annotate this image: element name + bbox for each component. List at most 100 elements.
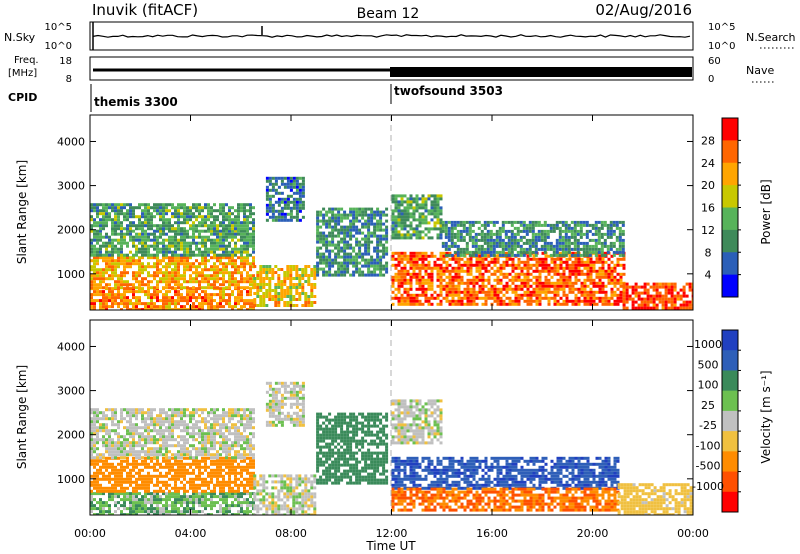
power-cell: [108, 274, 111, 278]
date-title: 02/Aug/2016: [595, 1, 692, 19]
power-cell: [210, 215, 213, 219]
power-cell: [478, 290, 482, 294]
power-cell: [415, 194, 419, 198]
power-cell: [243, 218, 246, 222]
power-cell: [189, 262, 192, 266]
power-cell: [508, 287, 512, 291]
velocity-cell: [174, 510, 177, 514]
velocity-cell: [177, 510, 180, 514]
velocity-cell: [156, 504, 159, 508]
power-cell: [463, 260, 467, 264]
power-cell: [442, 278, 446, 282]
power-cell: [102, 299, 105, 303]
power-cell: [141, 308, 144, 310]
velocity-cell: [159, 489, 162, 493]
power-cell: [649, 306, 653, 310]
power-cell: [492, 220, 496, 224]
power-cell: [463, 281, 467, 285]
power-cell: [373, 270, 377, 274]
power-cell: [168, 203, 171, 207]
power-cell: [364, 258, 368, 262]
power-cell: [277, 292, 281, 295]
velocity-cell: [150, 504, 153, 508]
velocity-cell: [96, 468, 99, 472]
power-cell: [171, 203, 174, 207]
velocity-cell: [141, 510, 144, 514]
power-cell: [195, 299, 198, 303]
power-cell: [534, 220, 538, 224]
power-cell: [243, 206, 246, 210]
velocity-cell: [186, 468, 189, 472]
power-cell: [531, 244, 535, 248]
power-cell: [207, 247, 210, 251]
power-cell: [96, 209, 99, 213]
power-cell: [631, 285, 635, 289]
power-cell: [298, 182, 302, 186]
power-cell: [526, 260, 530, 264]
power-cell: [201, 286, 204, 290]
power-cell: [328, 210, 332, 214]
power-cell: [436, 302, 440, 306]
power-cell: [105, 305, 108, 309]
power-cell: [129, 215, 132, 219]
power-cell: [508, 296, 512, 300]
power-cell: [201, 221, 204, 225]
power-cell: [246, 247, 249, 251]
velocity-cell: [117, 477, 120, 481]
power-cell: [292, 179, 296, 183]
power-cell: [430, 284, 434, 288]
power-cell: [237, 238, 240, 242]
power-cell: [568, 299, 572, 303]
velocity-cell: [117, 468, 120, 472]
power-cell: [508, 284, 512, 288]
power-cell: [99, 283, 102, 287]
velocity-cell: [177, 474, 180, 478]
power-cell: [168, 296, 171, 300]
power-cell: [481, 284, 485, 288]
power-cell: [156, 280, 159, 284]
power-cell: [487, 296, 491, 300]
power-cell: [448, 281, 452, 285]
power-cell: [444, 247, 448, 251]
power-cell: [534, 253, 538, 257]
power-cell: [544, 269, 548, 273]
power-cell: [162, 238, 165, 242]
power-cell: [96, 274, 99, 278]
power-cell: [201, 238, 204, 242]
power-cell: [295, 292, 299, 295]
power-cell: [265, 203, 269, 207]
power-cell: [486, 232, 490, 236]
velocity-cell: [171, 492, 174, 496]
power-cell: [120, 203, 123, 207]
power-cell: [108, 277, 111, 281]
power-cell: [673, 300, 677, 304]
power-cell: [615, 235, 619, 239]
power-cell: [295, 286, 299, 289]
power-cell: [168, 235, 171, 239]
power-cell: [571, 272, 575, 276]
power-cell: [565, 275, 569, 279]
power-cell: [213, 221, 216, 225]
velocity-cell: [132, 501, 135, 505]
power-cell: [510, 244, 514, 248]
power-cell: [525, 229, 529, 233]
power-cell: [219, 268, 222, 272]
power-cell: [463, 302, 467, 306]
power-cell: [102, 274, 105, 278]
velocity-cell: [183, 510, 186, 514]
power-cell: [210, 265, 213, 269]
power-cell: [478, 284, 482, 288]
power-cell: [552, 226, 556, 230]
power-cell: [358, 213, 362, 217]
power-cell: [397, 224, 401, 228]
power-cell: [529, 278, 533, 282]
power-cell: [168, 305, 171, 309]
power-cell: [159, 280, 162, 284]
power-cell: [499, 266, 503, 270]
power-cell: [457, 293, 461, 297]
power-cell: [400, 233, 404, 237]
power-cell: [573, 226, 577, 230]
power-cell: [120, 247, 123, 251]
velocity-cell: [129, 501, 132, 505]
power-cell: [153, 235, 156, 239]
